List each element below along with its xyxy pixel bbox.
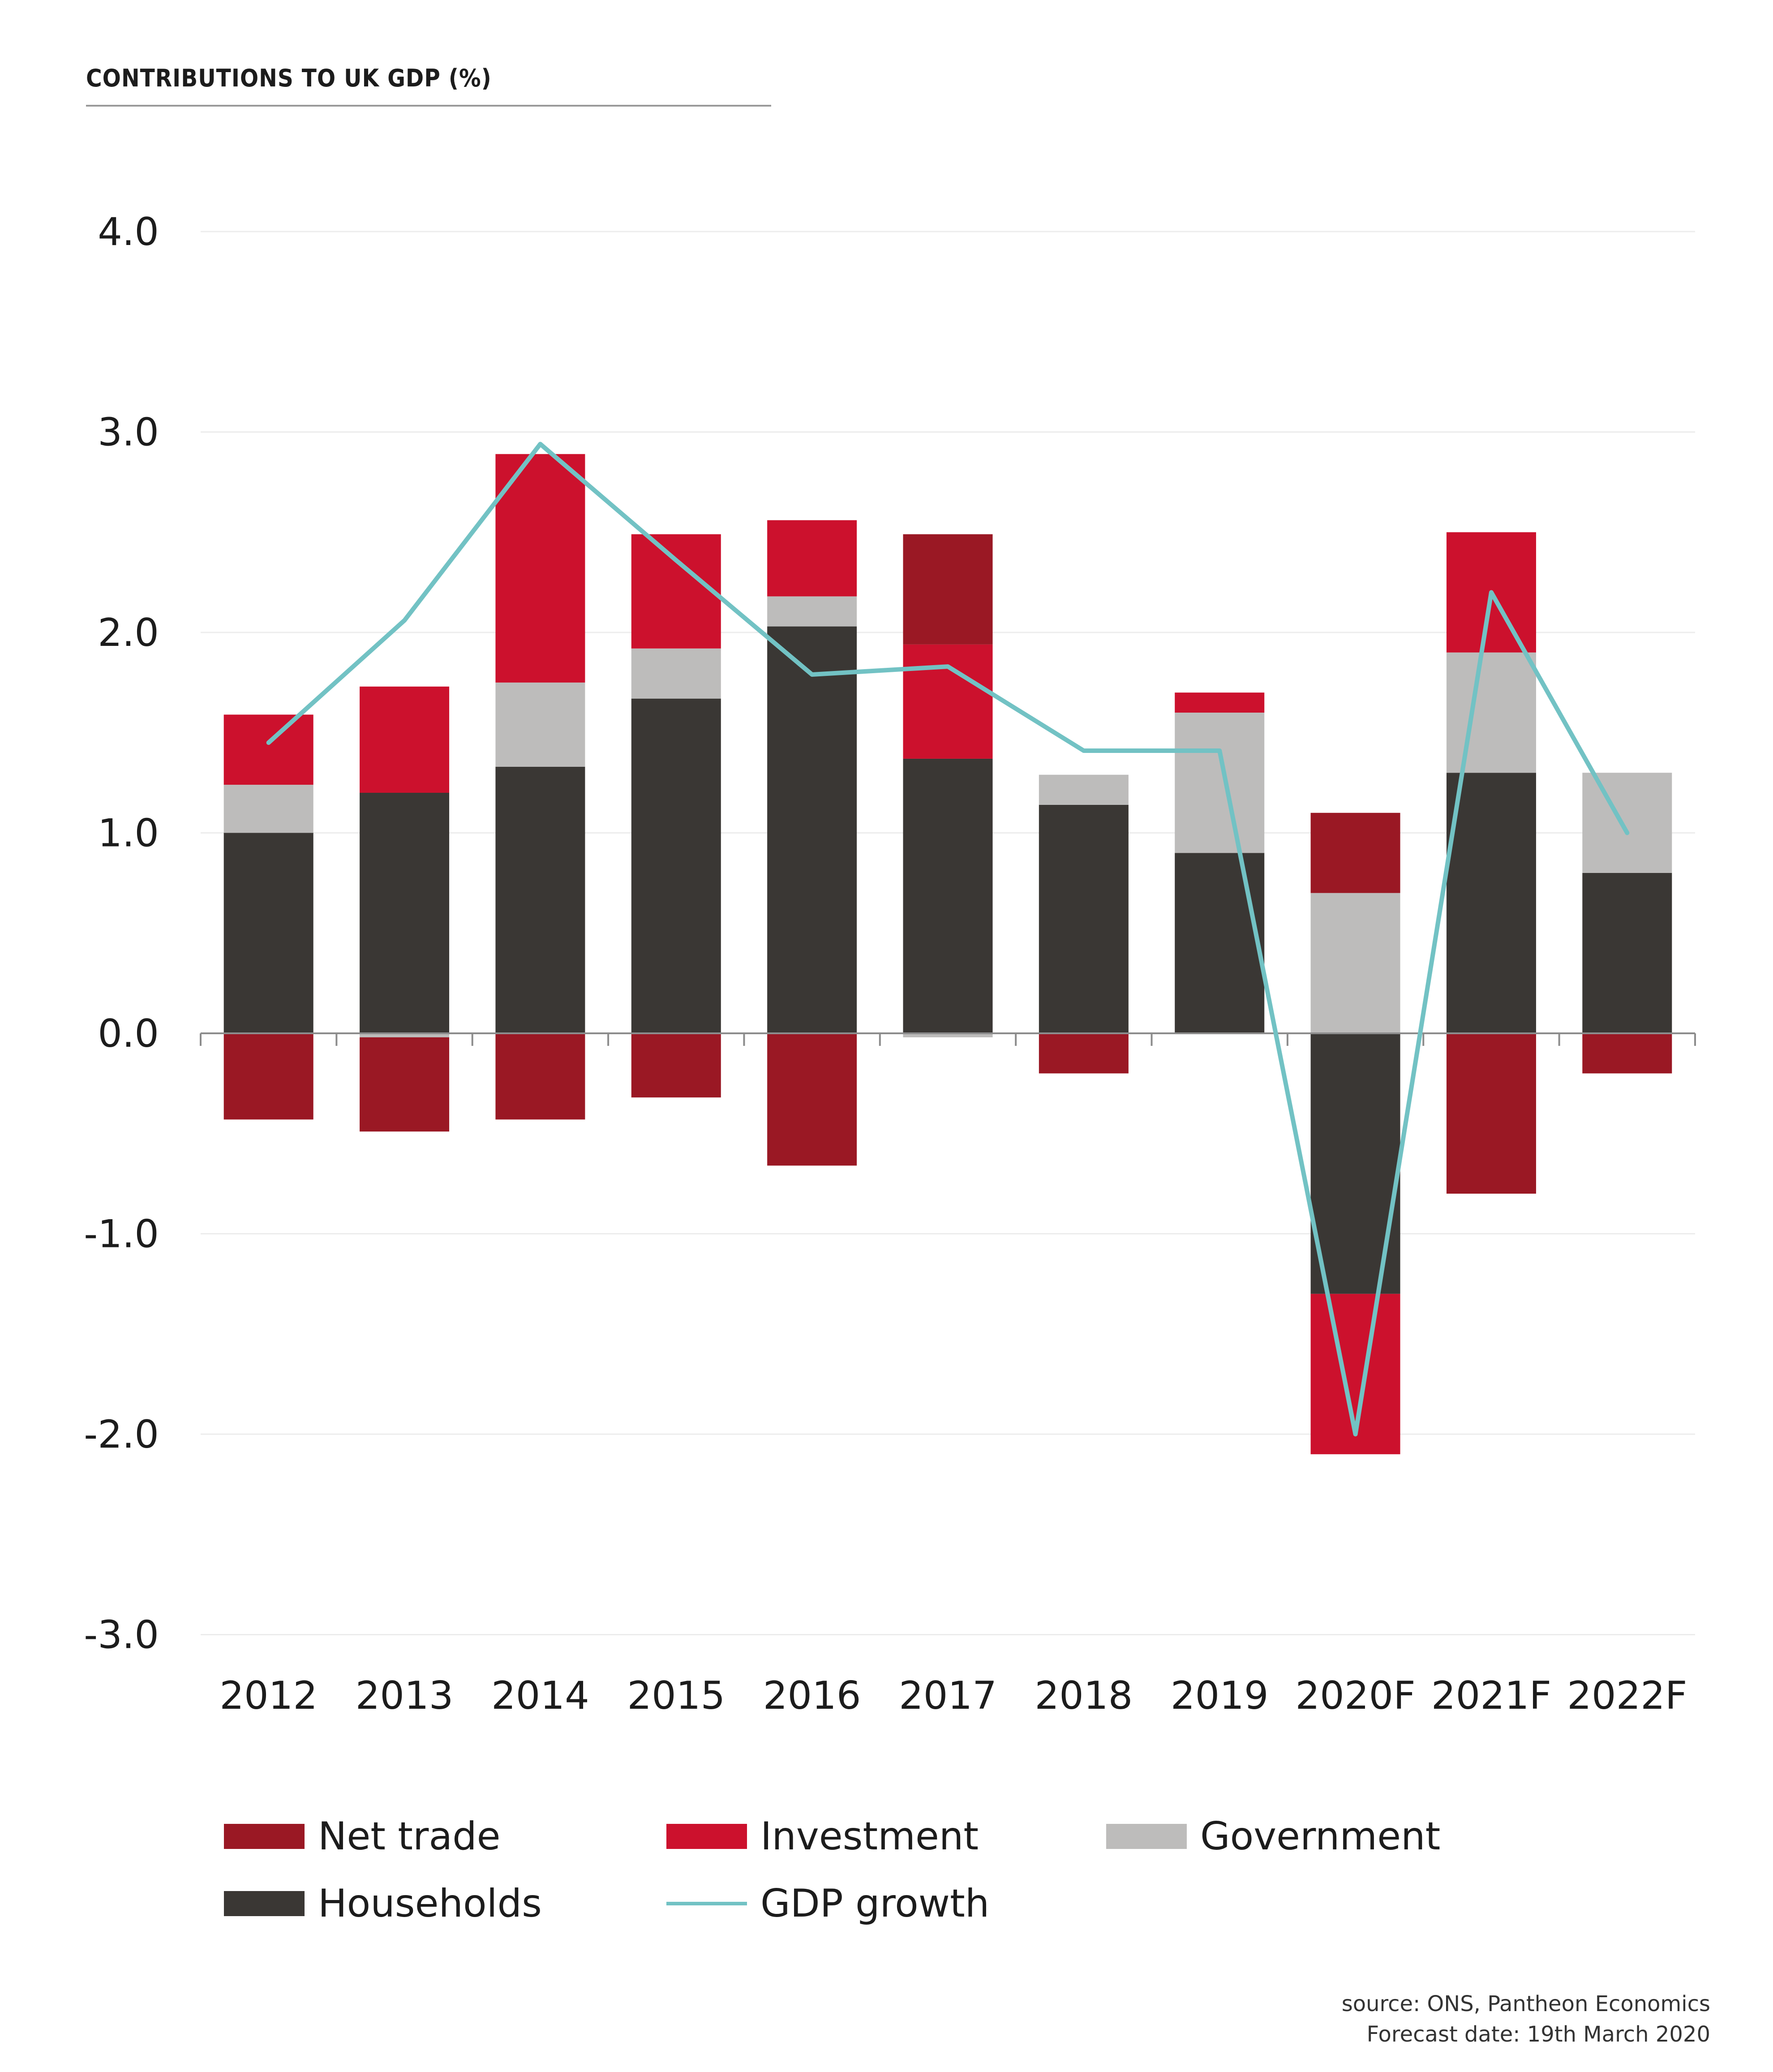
gdp-growth-line-layer (266, 442, 1630, 1436)
bar-households (223, 833, 313, 1033)
bar-households (903, 758, 993, 1033)
y-tick-label: 2.0 (98, 610, 159, 655)
x-tick-label: 2014 (491, 1673, 589, 1718)
x-tick-label: 2021F (1431, 1673, 1551, 1718)
y-tick-label: -3.0 (84, 1613, 159, 1658)
bar-net-trade (223, 1033, 313, 1120)
y-tick-label: 0.0 (98, 1011, 159, 1056)
bar-government (631, 648, 721, 699)
bar-households (1446, 773, 1536, 1033)
bar-households (360, 793, 450, 1033)
x-tick-label: 2013 (356, 1673, 454, 1718)
legend-swatch-households (224, 1891, 305, 1916)
source-line: source: ONS, Pantheon Economics (1341, 1991, 1710, 2016)
y-tick-label: 1.0 (98, 811, 159, 856)
y-tick-label: -2.0 (84, 1412, 159, 1457)
bar-net-trade (1039, 1033, 1129, 1074)
bar-net-trade (1582, 1033, 1672, 1074)
bar-investment (223, 714, 313, 785)
x-tick-label: 2012 (219, 1673, 318, 1718)
x-tick-label: 2019 (1171, 1673, 1269, 1718)
bar-government (903, 1033, 993, 1037)
legend-swatch-gdp-growth (666, 1902, 747, 1905)
bar-investment (767, 520, 857, 597)
x-tick-label: 2020F (1295, 1673, 1415, 1718)
legend-item-gdp-growth: GDP growth (666, 1881, 989, 1926)
bar-net-trade (360, 1037, 450, 1132)
legend-label-households: Households (318, 1881, 542, 1926)
legend-item-investment: Investment (666, 1814, 979, 1859)
legend-swatch-investment (666, 1824, 747, 1849)
bar-investment (903, 644, 993, 759)
bar-net-trade (631, 1033, 721, 1098)
bar-households (631, 698, 721, 1033)
axis (200, 1032, 1696, 1046)
y-tick-label: 3.0 (98, 410, 159, 455)
bar-households (767, 626, 857, 1033)
legend-item-government: Government (1106, 1814, 1440, 1859)
gridlines (201, 231, 1695, 1635)
bar-government (223, 785, 313, 833)
legend-swatch-government (1106, 1824, 1187, 1849)
x-tick-label: 2015 (627, 1673, 725, 1718)
bar-investment (360, 686, 450, 793)
x-tick-label: 2018 (1035, 1673, 1133, 1718)
legend-item-households: Households (224, 1881, 542, 1926)
chart-title: CONTRIBUTIONS TO UK GDP (%) (86, 64, 492, 92)
bar-households (1039, 804, 1129, 1033)
bar-government (1310, 893, 1400, 1033)
bar-government (767, 596, 857, 627)
bar-net-trade (1310, 812, 1400, 893)
bar-investment (1175, 692, 1265, 713)
bar-net-trade (495, 1033, 585, 1120)
legend-item-net-trade: Net trade (224, 1814, 501, 1859)
gdp-growth-line (266, 442, 1630, 1436)
bar-households (1310, 1033, 1400, 1294)
bar-government (360, 1033, 450, 1037)
bar-net-trade (903, 534, 993, 645)
bar-government (1175, 713, 1265, 853)
bars (223, 454, 1672, 1454)
x-tick-label: 2022F (1567, 1673, 1687, 1718)
forecast-date-line: Forecast date: 19th March 2020 (1366, 2022, 1710, 2047)
bar-investment (495, 454, 585, 683)
y-tick-label: 4.0 (98, 210, 159, 254)
bar-government (1582, 773, 1672, 873)
title-rule (86, 105, 771, 107)
bar-government (495, 682, 585, 767)
x-tick-label: 2017 (899, 1673, 997, 1718)
x-tick-label: 2016 (763, 1673, 861, 1718)
legend-label-government: Government (1200, 1814, 1441, 1859)
source-note: source: ONS, Pantheon Economics Forecast… (1342, 1989, 1710, 2050)
bar-households (1175, 853, 1265, 1033)
bar-investment (631, 534, 721, 649)
bar-government (1039, 774, 1129, 805)
bar-government (1446, 652, 1536, 773)
bar-households (1582, 873, 1672, 1033)
tick-labels: 4.0 3.0 2.0 1.0 0.0 -1.0 -2.0 -3.0 2012 2013 2014 2… (84, 210, 1687, 1718)
y-tick-label: -1.0 (84, 1212, 159, 1257)
legend-swatch-net-trade (224, 1824, 305, 1849)
legend-label-investment: Investment (760, 1814, 979, 1859)
bar-net-trade (1446, 1033, 1536, 1194)
legend-label-net-trade: Net trade (318, 1814, 501, 1859)
bar-net-trade (767, 1033, 857, 1166)
legend-label-gdp-growth: GDP growth (760, 1881, 990, 1926)
stacked-bar-chart: 4.0 3.0 2.0 1.0 0.0 -1.0 -2.0 -3.0 2012 2013 2014 2… (84, 210, 1696, 1718)
bar-households (495, 766, 585, 1033)
